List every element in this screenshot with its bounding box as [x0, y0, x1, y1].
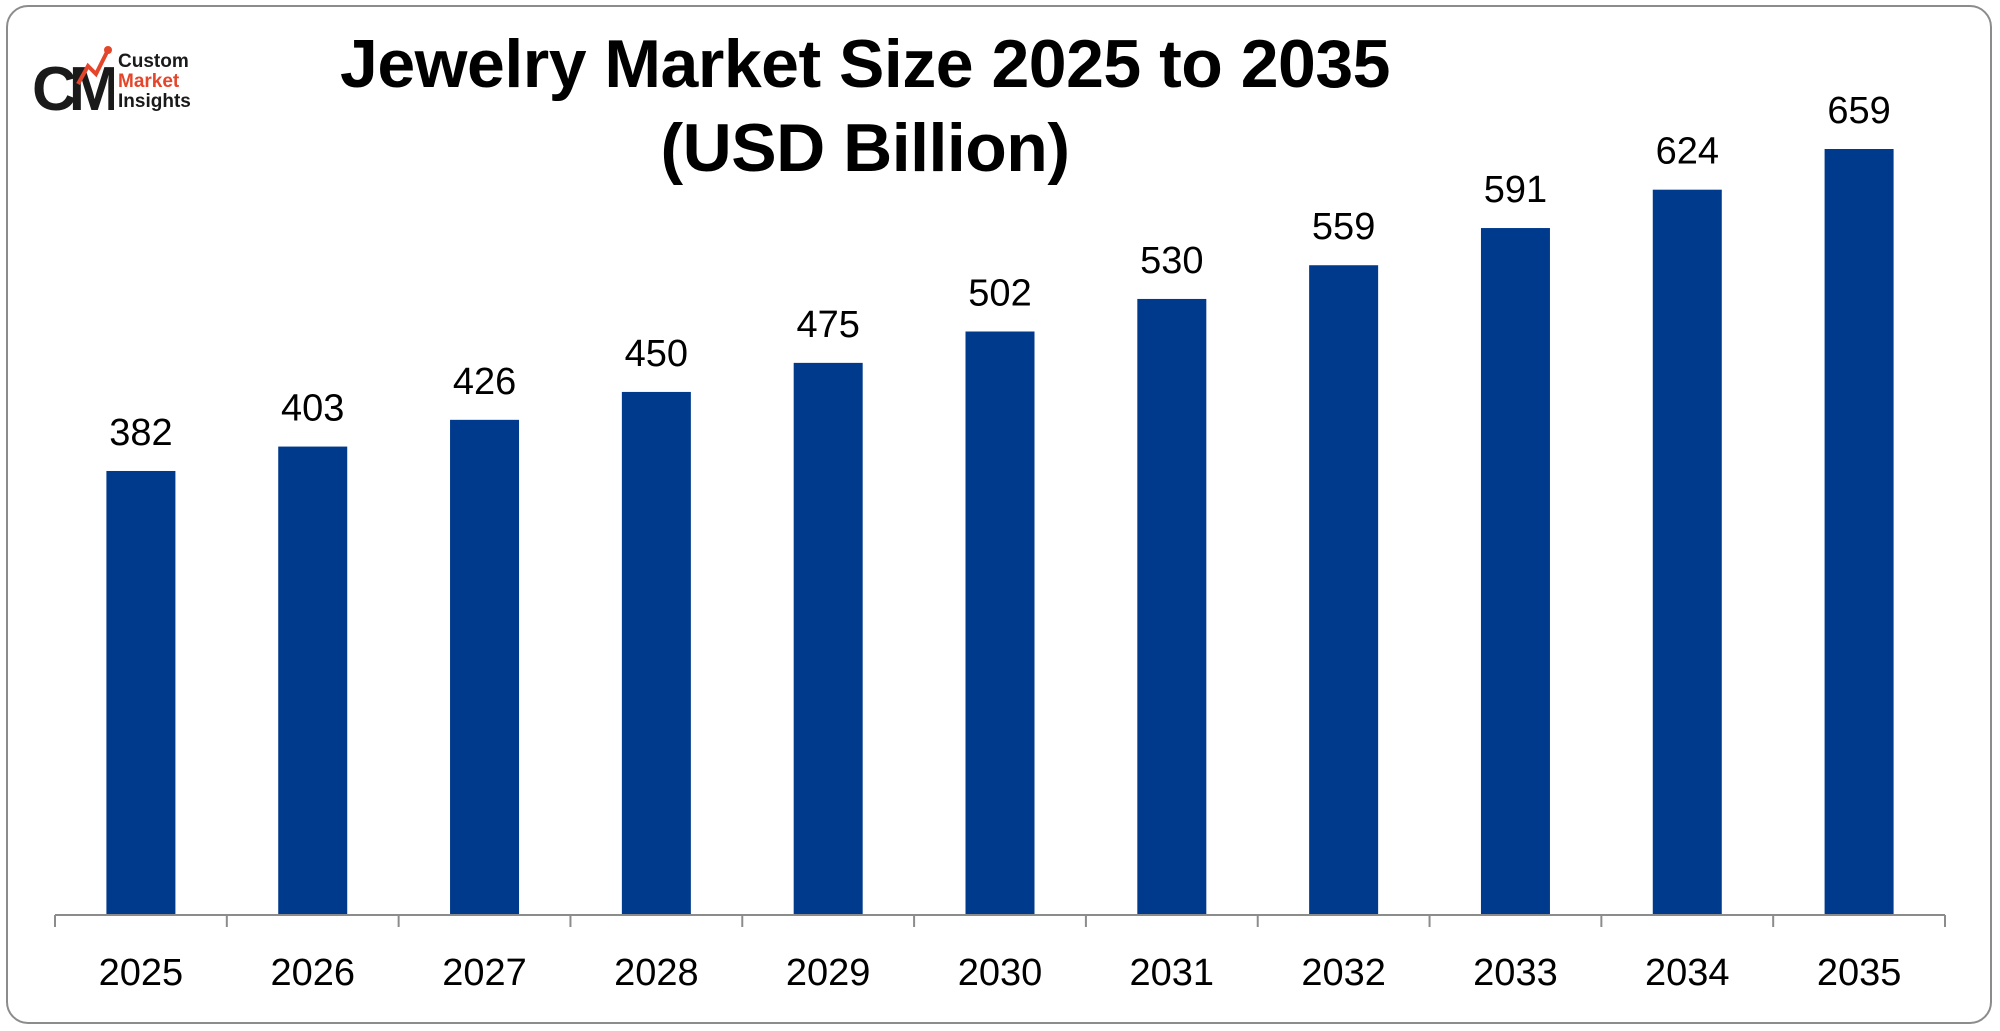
data-label-2033: 591 [1484, 169, 1547, 211]
bar-2026 [278, 446, 348, 915]
bar-2029 [793, 362, 863, 915]
logo-trend-dot [104, 46, 112, 54]
data-label-2030: 502 [968, 272, 1031, 314]
bar-2027 [450, 419, 520, 915]
x-tick-label-2028: 2028 [614, 952, 699, 994]
x-tick-label-2031: 2031 [1130, 952, 1215, 994]
company-logo: CM Custom Market Insights [34, 44, 214, 120]
x-tick-label-2029: 2029 [786, 952, 871, 994]
bar-2030 [965, 331, 1035, 915]
chart-title-line1: Jewelry Market Size 2025 to 2035 [340, 26, 1391, 102]
cmi-logo-icon: CM [34, 46, 114, 120]
bar-2032 [1309, 265, 1379, 916]
bar-2033 [1480, 228, 1550, 916]
data-label-2029: 475 [796, 304, 859, 346]
data-label-2025: 382 [109, 412, 172, 454]
logo-word-custom: Custom [118, 51, 189, 72]
x-tick-label-2033: 2033 [1473, 952, 1558, 994]
x-tick-label-2027: 2027 [442, 952, 527, 994]
bar-2028 [621, 391, 691, 915]
x-axis: 2025 2026 2027 2028 2029 2030 2031 2032 2033 2034… [54, 914, 1946, 994]
x-tick-label-2035: 2035 [1817, 952, 1902, 994]
bars-layer: 382 403 426 450 475 502 530 559 591 624 659 [106, 90, 1894, 916]
data-label-2032: 559 [1312, 206, 1375, 248]
bar-2035 [1824, 149, 1894, 915]
logo-wordmark: Custom Market Insights [118, 52, 191, 112]
x-tick-label-2034: 2034 [1645, 952, 1730, 994]
chart-title-line2: (USD Billion) [660, 110, 1070, 186]
data-label-2027: 426 [453, 361, 516, 403]
data-label-2035: 659 [1827, 90, 1890, 132]
data-label-2026: 403 [281, 388, 344, 430]
logo-word-insights: Insights [118, 91, 191, 112]
x-tick-label-2032: 2032 [1301, 952, 1386, 994]
data-label-2031: 530 [1140, 240, 1203, 282]
bar-2025 [106, 470, 176, 915]
bar-2034 [1652, 189, 1722, 915]
logo-trend-line [76, 49, 110, 85]
data-label-2028: 450 [625, 333, 688, 375]
x-tick-label-2030: 2030 [958, 952, 1043, 994]
chart-title: Jewelry Market Size 2025 to 2035 (USD Bi… [230, 22, 1500, 190]
bar-2031 [1137, 298, 1207, 915]
x-tick-label-2026: 2026 [270, 952, 355, 994]
data-label-2034: 624 [1656, 131, 1719, 173]
x-tick-label-2025: 2025 [99, 952, 184, 994]
logo-word-market: Market [118, 71, 180, 92]
